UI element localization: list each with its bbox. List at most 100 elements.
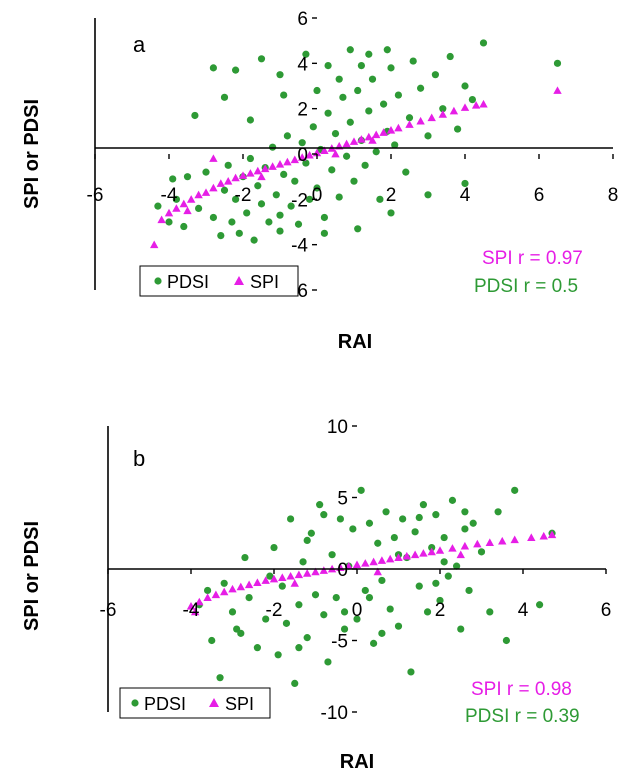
panel-b-spi-point	[190, 607, 200, 616]
panel-a-pdsi-point	[461, 179, 469, 188]
panel-a-pdsi-point	[235, 229, 243, 237]
panel-b-pdsi-point	[378, 576, 386, 585]
panel-b-pdsi-point	[336, 515, 344, 523]
panel-a-pdsi-point	[276, 211, 284, 219]
panel-b-y-tick-label: -10	[321, 703, 348, 724]
panel-b-y-axis-label: SPI or PDSI	[21, 521, 43, 631]
panel-b-pdsi-point	[386, 605, 394, 613]
panel-b-spi-point	[344, 561, 353, 570]
panel-b-pdsi-point	[461, 508, 469, 516]
panel-b-pdsi-point	[357, 486, 365, 494]
panel-b-spi-point	[485, 538, 494, 546]
panel-a-spi-point	[246, 169, 255, 177]
panel-b-spi-point	[186, 601, 196, 610]
panel-a-points	[150, 39, 562, 249]
panel-b-x-tick-label: 4	[518, 600, 529, 621]
panel-b-pdsi-point	[436, 596, 444, 605]
panel-b-spi-point	[498, 536, 507, 545]
panel-a-spi-point	[261, 164, 270, 173]
panel-b-spi-point	[402, 551, 411, 560]
panel-a-spi-point	[416, 116, 425, 125]
panel-a-pdsi-point	[354, 225, 362, 233]
panel-b-y-tick-label: 10	[327, 417, 348, 438]
panel-b-pdsi-point	[440, 558, 448, 566]
panel-b-pdsi-point	[353, 615, 361, 623]
panel-a-pdsi-point	[246, 116, 254, 124]
panel-a-legend-spi-marker	[234, 276, 244, 285]
panel-b-x-tick-label: -4	[183, 600, 200, 621]
panel-b-pdsi-point	[511, 486, 519, 494]
panel-a-x-axis-label: RAI	[338, 331, 372, 353]
panel-a-pdsi-point	[439, 105, 447, 113]
panel-a-pdsi-point	[276, 71, 284, 79]
panel-a-spi-point	[194, 190, 203, 199]
panel-b-legend-spi-marker	[209, 698, 219, 707]
panel-a-pdsi-point	[346, 46, 354, 54]
panel-b-label: b	[133, 446, 145, 471]
panel-b-legend-pdsi-label: PDSI	[144, 694, 186, 714]
panel-a-pdsi-point	[202, 168, 210, 176]
panel-a-y-tick-label: 6	[297, 9, 308, 30]
panel-b-x-tick-label: 6	[601, 600, 612, 621]
panel-a-pdsi-point	[257, 55, 266, 63]
panel-b-spi-point	[236, 582, 245, 591]
panel-b-spi-point	[244, 580, 254, 589]
panel-b-spi-point	[456, 550, 465, 559]
panel-b-points	[186, 486, 557, 688]
panel-b-pdsi-point	[204, 586, 212, 595]
panel-a-spi-point	[349, 137, 359, 145]
panel-b-spi-point	[261, 576, 270, 584]
panel-a-spi-point	[268, 162, 277, 170]
panel-a-pdsi-correlation: PDSI r = 0.5	[474, 276, 578, 297]
panel-b-spi-point	[290, 579, 299, 587]
panel-a-pdsi-point	[335, 75, 343, 83]
panel-a-spi-point	[479, 99, 488, 108]
panel-a-pdsi-point	[191, 111, 199, 120]
panel-b-spi-point	[369, 557, 378, 566]
panel-a-spi-point	[394, 123, 403, 132]
panel-a-pdsi-point	[209, 213, 217, 222]
panel-b-pdsi-point	[295, 601, 303, 609]
panel-b-pdsi-point	[407, 668, 415, 676]
panel-a-pdsi-point	[154, 202, 162, 210]
panel-a-pdsi-point	[302, 50, 310, 58]
panel-b-pdsi-point	[415, 513, 423, 522]
panel-a-y-tick-label: 0	[297, 145, 308, 166]
panel-b-spi-point	[211, 590, 221, 599]
panel-a-spi-point	[209, 154, 218, 162]
panel-a-pdsi-point	[446, 52, 454, 61]
panel-a-pdsi-point	[280, 170, 288, 178]
panel-a-pdsi-point	[417, 84, 425, 92]
panel-a-pdsi-point	[306, 195, 314, 203]
panel-b-spi-point	[377, 556, 387, 564]
panel-a-pdsi-point	[324, 62, 332, 70]
panel-b-spi-point	[220, 587, 229, 596]
panel-b-x-tick-label: -6	[100, 600, 117, 621]
panel-b-x-tick-label: -2	[266, 600, 283, 621]
panel-b-pdsi-point	[399, 515, 407, 523]
panel-b-spi-point	[203, 593, 212, 601]
panel-b-pdsi-point	[324, 658, 332, 666]
panel-a-pdsi-point	[402, 168, 410, 176]
panel-a-spi-point	[231, 173, 240, 182]
panel-a-x-tick-label: 4	[460, 185, 471, 206]
panel-a-pdsi-point	[354, 86, 362, 95]
panel-b-pdsi-point	[307, 529, 315, 537]
panel-b-pdsi-point	[320, 611, 328, 619]
panel-b-spi-point	[294, 570, 304, 579]
panel-b-y-tick-label: 0	[337, 560, 348, 581]
panel-a-spi-point	[187, 195, 196, 203]
panel-a-spi-point	[342, 139, 351, 148]
panel-a-pdsi-point	[479, 39, 488, 47]
panel-b-pdsi-point	[423, 608, 432, 616]
panel-a-pdsi-point	[350, 177, 358, 185]
panel-b-pdsi-point	[303, 634, 311, 642]
panel-b-spi-point	[269, 574, 279, 583]
panel-a-legend-pdsi-label: PDSI	[167, 272, 209, 292]
panel-a-y-axis-label: SPI or PDSI	[21, 99, 43, 209]
panel-a-pdsi-point	[361, 161, 369, 169]
panel-a-pdsi-point	[387, 209, 395, 217]
panel-a-spi-point	[427, 113, 436, 122]
panel-b-pdsi-point	[370, 639, 378, 647]
